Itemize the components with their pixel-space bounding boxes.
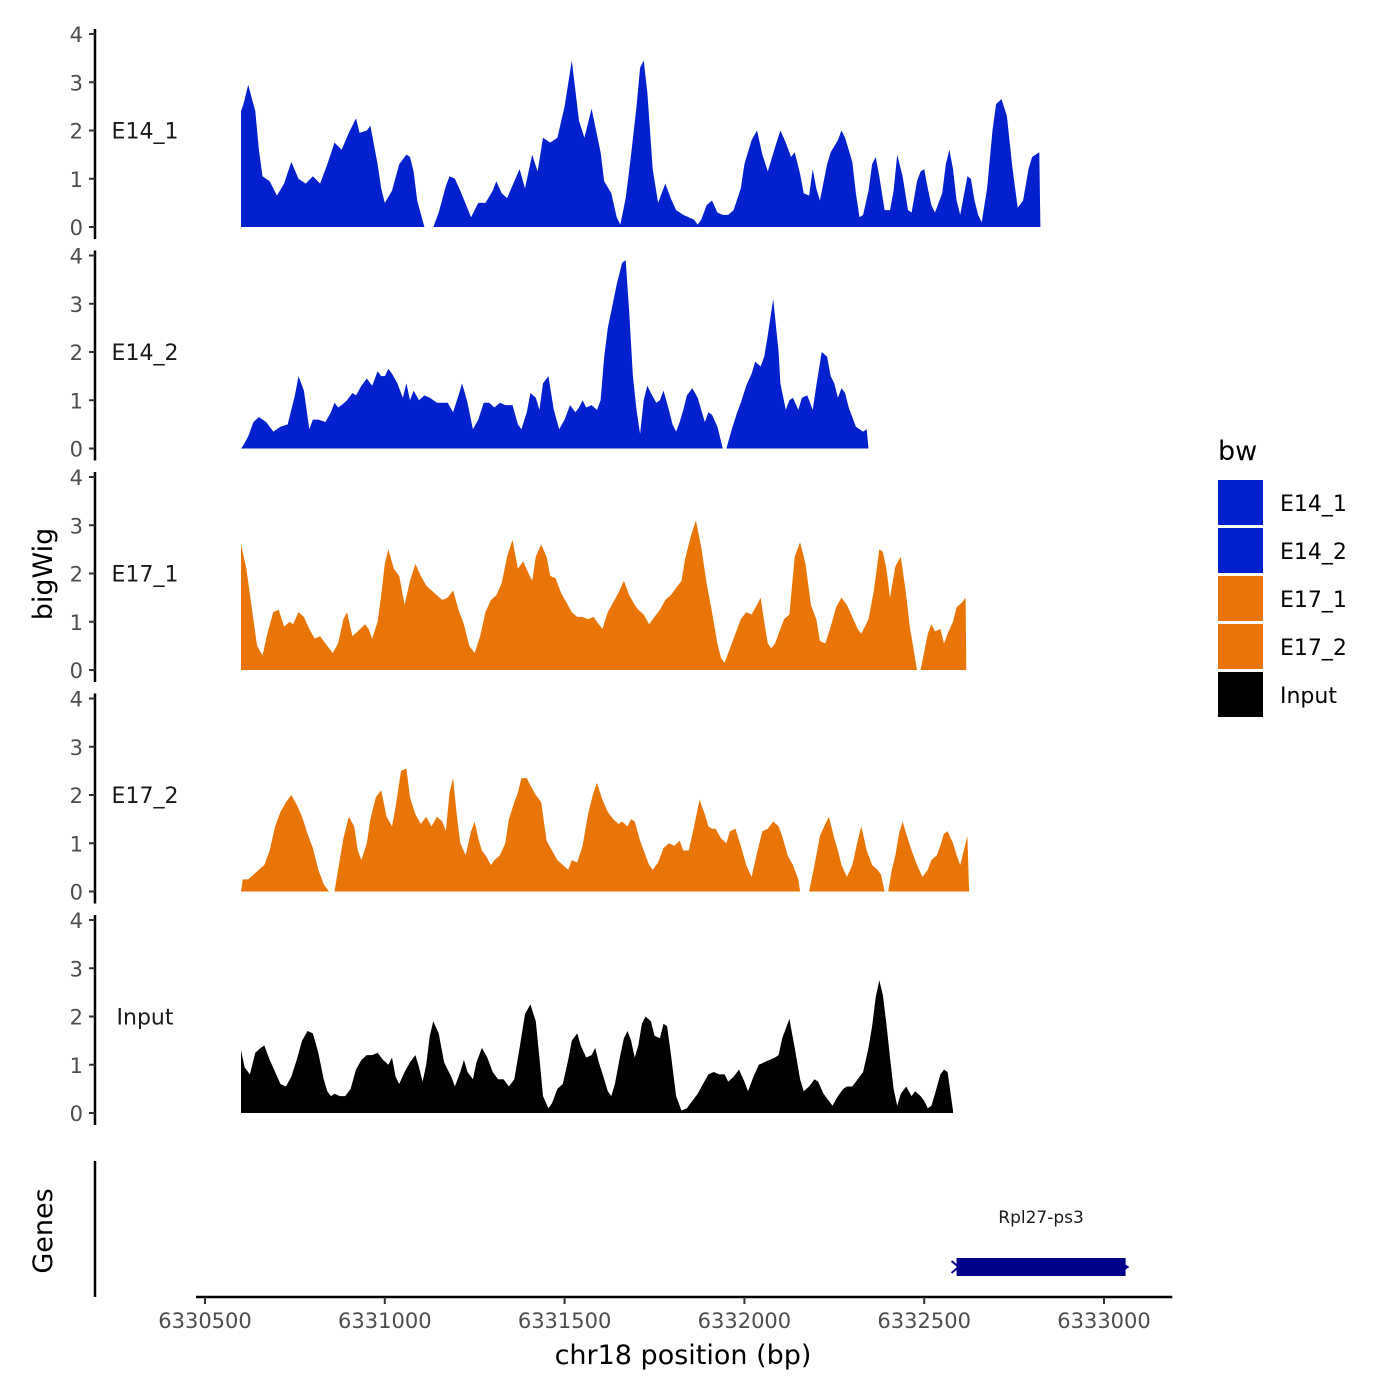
y-tick-label: 0 <box>70 216 83 240</box>
legend-label: E17_2 <box>1280 636 1347 661</box>
x-tick-label: 6332500 <box>877 1309 971 1333</box>
y-tick-label: 3 <box>70 71 83 95</box>
y-tick-label: 1 <box>70 1054 83 1078</box>
strand-arrow <box>1119 1261 1130 1273</box>
legend-item-e14-1: E14_1 <box>1218 480 1347 525</box>
y-tick-label: 4 <box>70 245 83 269</box>
legend-item-input: Input <box>1218 672 1337 717</box>
track-e17-2: 0 1 2 3 4 E17_2 <box>70 688 970 905</box>
legend-swatch <box>1218 576 1263 621</box>
gene-rpl27-ps3: Rpl27-ps3 <box>950 1208 1130 1276</box>
legend-item-e14-2: E14_2 <box>1218 528 1347 573</box>
y-tick-label: 2 <box>70 563 83 587</box>
signal-area <box>241 768 970 892</box>
y-tick-label: 4 <box>70 688 83 712</box>
x-tick-label: 6332000 <box>698 1309 792 1333</box>
y-tick-label: 0 <box>70 881 83 905</box>
y-tick-label: 2 <box>70 784 83 808</box>
track-label: Input <box>117 1006 174 1031</box>
legend-label: E14_1 <box>1280 492 1347 517</box>
y-tick-label: 4 <box>70 466 83 490</box>
gene-body <box>956 1258 1126 1276</box>
x-axis: 6330500 6331000 6331500 6332000 6332500 63330… <box>158 1295 1173 1333</box>
signal-area <box>241 980 953 1113</box>
y-tick-label: 0 <box>70 1102 83 1126</box>
y-tick-label: 1 <box>70 389 83 413</box>
track-input: 0 1 2 3 4 Input <box>70 909 953 1126</box>
track-label: E14_1 <box>112 120 179 145</box>
y-tick-label: 0 <box>70 438 83 462</box>
y-tick-label: 1 <box>70 832 83 856</box>
y-tick-label: 3 <box>70 293 83 317</box>
y-axis-title: bigWig <box>28 528 59 621</box>
track-label: E17_1 <box>112 563 179 588</box>
gene-label: Rpl27-ps3 <box>998 1208 1084 1228</box>
y-tick-label: 3 <box>70 736 83 760</box>
signal-area <box>241 260 869 449</box>
track-label: E17_2 <box>112 784 179 809</box>
y-tick-label: 1 <box>70 168 83 192</box>
legend-title: bw <box>1218 436 1257 467</box>
track-e17-1: 0 1 2 3 4 E17_1 <box>70 466 967 683</box>
legend-swatch <box>1218 480 1263 525</box>
strand-arrow <box>950 1260 961 1274</box>
x-tick-label: 6333000 <box>1057 1309 1151 1333</box>
y-tick-label: 1 <box>70 611 83 635</box>
track-e14-1: 0 1 2 3 4 E14_1 <box>70 23 1041 240</box>
y-tick-label: 0 <box>70 659 83 683</box>
legend-label: E17_1 <box>1280 588 1347 613</box>
track-label: E14_2 <box>112 341 179 366</box>
legend: bw E14_1 E14_2 E17_1 E17_2 Input <box>1218 436 1347 717</box>
signal-area <box>241 520 967 670</box>
track-e14-2: 0 1 2 3 4 E14_2 <box>70 245 869 462</box>
x-tick-label: 6331000 <box>338 1309 432 1333</box>
signal-area <box>241 60 1041 227</box>
track-panels: 0 1 2 3 4 E14_1 0 1 2 3 4 E14_2 0 1 2 3 4 E17_1 0 1 2 3 4 E17_2… <box>70 23 1041 1126</box>
y-tick-label: 2 <box>70 341 83 365</box>
x-tick-label: 6331500 <box>518 1309 612 1333</box>
legend-swatch <box>1218 528 1263 573</box>
gene-panel: Rpl27-ps3 <box>93 1161 1130 1297</box>
legend-item-e17-2: E17_2 <box>1218 624 1347 669</box>
y-tick-label: 2 <box>70 120 83 144</box>
genes-axis-title: Genes <box>28 1188 59 1273</box>
y-tick-label: 2 <box>70 1006 83 1030</box>
y-tick-label: 3 <box>70 957 83 981</box>
x-tick-label: 6330500 <box>158 1309 252 1333</box>
y-tick-label: 4 <box>70 909 83 933</box>
legend-label: Input <box>1280 684 1337 709</box>
legend-swatch <box>1218 624 1263 669</box>
y-tick-label: 3 <box>70 514 83 538</box>
legend-item-e17-1: E17_1 <box>1218 576 1347 621</box>
legend-swatch <box>1218 672 1263 717</box>
legend-label: E14_2 <box>1280 540 1347 565</box>
x-axis-title: chr18 position (bp) <box>555 1340 812 1371</box>
y-tick-label: 4 <box>70 23 83 47</box>
